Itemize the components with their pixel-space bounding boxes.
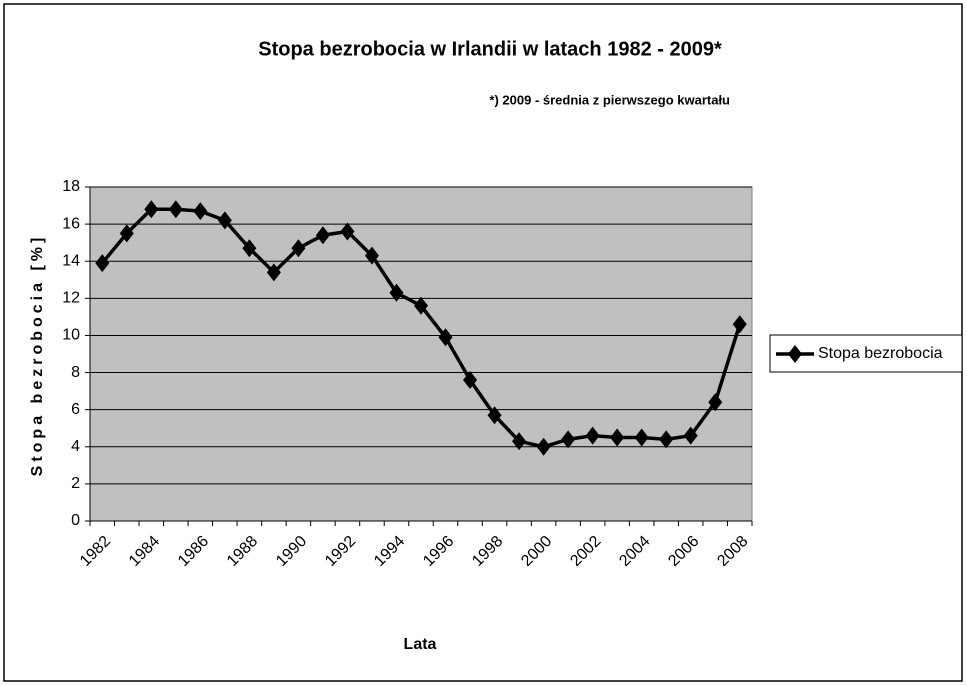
legend-box xyxy=(769,334,963,373)
point-marker xyxy=(144,200,159,219)
y-axis-label: Stopa bezrobocia [%] xyxy=(29,234,46,477)
point-marker xyxy=(266,263,281,282)
point-marker xyxy=(217,211,232,230)
y-tick-label: 14 xyxy=(62,252,80,269)
point-marker xyxy=(242,239,257,258)
point-marker xyxy=(610,428,625,447)
point-marker xyxy=(95,254,110,273)
y-tick-label: 10 xyxy=(62,327,80,344)
point-marker xyxy=(634,428,649,447)
point-marker xyxy=(708,393,723,412)
y-tick-label: 0 xyxy=(71,512,80,529)
point-marker xyxy=(364,246,379,265)
legend-label: Stopa bezrobocia xyxy=(818,345,943,362)
point-marker xyxy=(193,202,208,221)
point-marker xyxy=(561,430,576,449)
point-marker xyxy=(683,426,698,445)
plot-area xyxy=(89,186,753,522)
y-tick-label: 6 xyxy=(71,401,80,418)
point-marker xyxy=(487,406,502,425)
point-marker xyxy=(512,432,527,451)
chart-title: Stopa bezrobocia w Irlandii w latach 198… xyxy=(258,38,722,60)
point-marker xyxy=(291,239,306,258)
chart-subtitle: *) 2009 - średnia z pierwszego kwartału xyxy=(489,92,730,107)
point-marker xyxy=(168,200,183,219)
point-marker xyxy=(414,296,428,315)
legend-marker xyxy=(788,345,802,363)
point-marker xyxy=(315,226,330,245)
point-marker xyxy=(659,430,674,449)
point-marker xyxy=(463,370,478,389)
point-marker xyxy=(536,437,551,456)
y-tick-label: 2 xyxy=(71,475,80,492)
y-tick-label: 12 xyxy=(62,290,80,307)
y-tick-label: 16 xyxy=(62,215,80,232)
point-marker xyxy=(732,315,747,334)
y-tick-label: 8 xyxy=(71,364,80,381)
point-marker xyxy=(585,426,600,445)
point-marker xyxy=(119,224,134,243)
y-tick-label: 18 xyxy=(62,178,80,195)
x-axis-label: Lata xyxy=(404,636,437,653)
point-marker xyxy=(389,283,404,302)
y-tick-label: 4 xyxy=(71,438,80,455)
point-marker xyxy=(438,328,453,347)
point-marker xyxy=(340,222,355,241)
